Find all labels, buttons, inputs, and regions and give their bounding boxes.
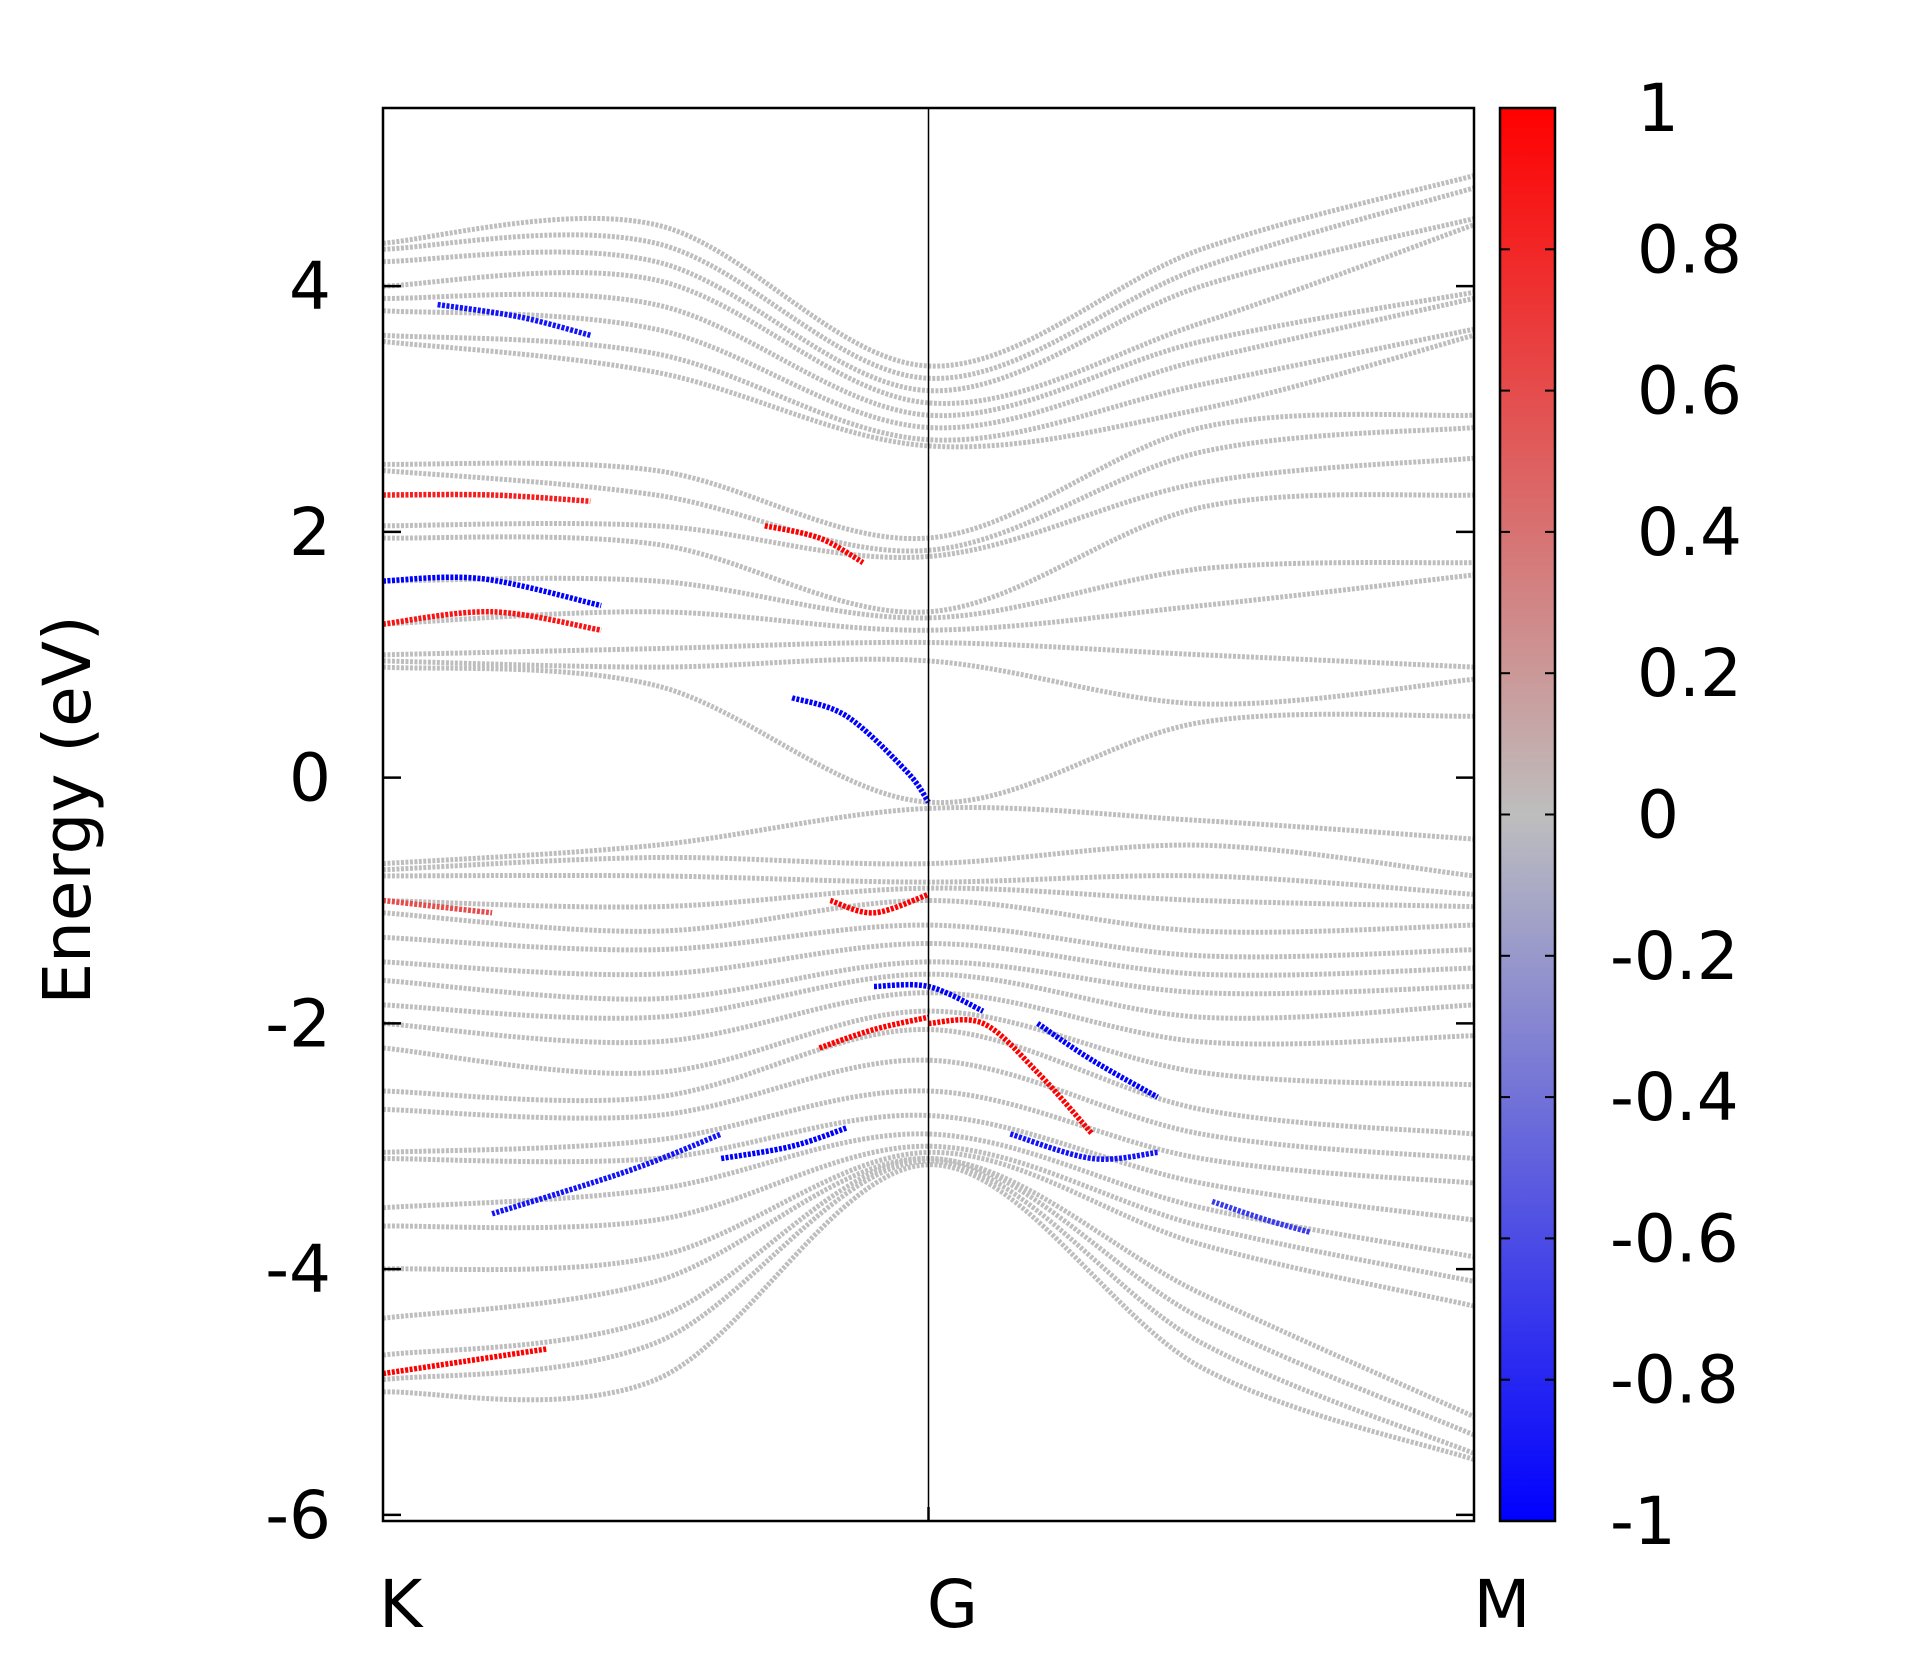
x-kpoint-label: G xyxy=(927,1566,978,1643)
y-axis: -6 -4 -2 0 2 4 xyxy=(265,248,1474,1554)
band-weight-segment-6 xyxy=(764,523,865,565)
band-weight-segment-8 xyxy=(818,1014,930,1051)
band-weight-segment-14 xyxy=(720,1125,848,1162)
y-axis-title: Energy (eV) xyxy=(29,615,106,1004)
band-weight-segment-17 xyxy=(383,897,493,916)
y-tick-label: -2 xyxy=(265,985,331,1062)
y-tick-label: 4 xyxy=(289,248,331,325)
band-11 xyxy=(383,455,1474,560)
band-30 xyxy=(383,1057,1474,1161)
band-weight-segment-5 xyxy=(383,491,591,504)
band-weight-segment-9 xyxy=(928,1017,1095,1136)
band-weight-segment-3 xyxy=(791,695,931,804)
band-13 xyxy=(383,560,1474,621)
colorbar-tick-label: -1 xyxy=(1610,1483,1676,1560)
band-weight-segment-1 xyxy=(383,574,602,609)
band-24 xyxy=(383,940,1474,978)
y-tick-label: 2 xyxy=(289,494,331,571)
colorbar-tick-label: 0.4 xyxy=(1637,494,1742,571)
band-weight-segment-2 xyxy=(383,609,602,633)
colorbar-tick-label: 1 xyxy=(1637,70,1679,147)
colorbar-tick-label: 0 xyxy=(1637,777,1679,854)
band-weight-segment-16 xyxy=(1211,1198,1312,1235)
colorbar-tick-label: -0.6 xyxy=(1610,1200,1739,1277)
colorbar-tick-label: 0.6 xyxy=(1637,353,1742,430)
y-tick-label: 0 xyxy=(289,740,331,817)
band-weight-segment-4 xyxy=(437,301,591,338)
highlights-layer xyxy=(383,301,1312,1377)
band-weight-segment-10 xyxy=(1036,1021,1159,1100)
colorbar-tick-label: -0.2 xyxy=(1610,918,1739,995)
y-tick-label: -6 xyxy=(265,1477,331,1554)
band-weight-segment-13 xyxy=(383,1346,548,1377)
band-weight-segment-11 xyxy=(829,891,930,916)
colorbar-tick-label: -0.8 xyxy=(1610,1342,1739,1419)
x-kpoint-label: K xyxy=(379,1566,424,1643)
band-39 xyxy=(383,1162,1474,1462)
colorbar-tick-label: 0.8 xyxy=(1637,211,1742,288)
y-tick-label: -4 xyxy=(265,1231,331,1308)
band-weight-segment-15 xyxy=(1009,1131,1158,1162)
band-weight-segment-7 xyxy=(491,1131,723,1217)
colorbar-tick-label: -0.4 xyxy=(1610,1059,1739,1136)
band-4 xyxy=(383,222,1474,407)
band-34 xyxy=(383,1143,1474,1284)
band-18 xyxy=(383,805,1474,867)
colorbar-tick-label: 0.2 xyxy=(1637,635,1742,712)
x-kpoint-label: M xyxy=(1474,1566,1531,1643)
colorbar-axis: 1 0.8 0.6 0.4 0.2 0 -0.2 -0.4 -0.6 -0.8 -1 xyxy=(1500,70,1742,1560)
